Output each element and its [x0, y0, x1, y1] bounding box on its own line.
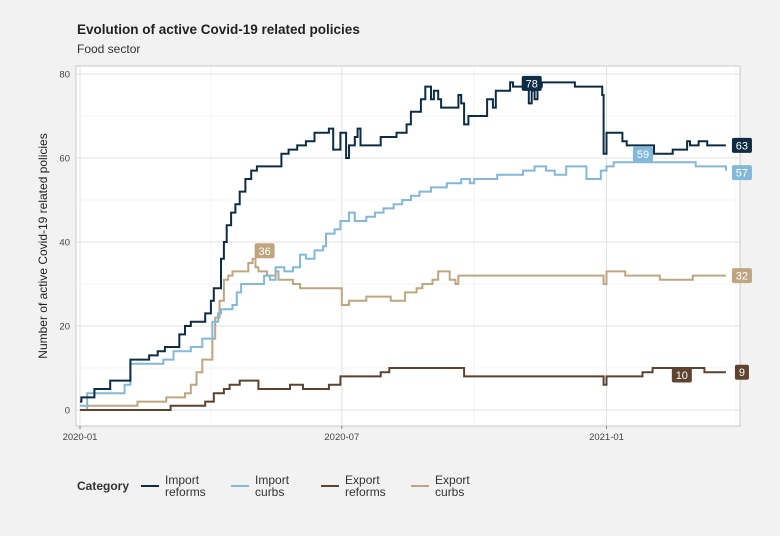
annotation-label-export-reforms: 10 [676, 370, 688, 382]
annotation-label-export-reforms-box [671, 367, 692, 383]
series-line-export-curbs [80, 257, 726, 411]
legend-key-import-curbs [231, 485, 250, 487]
y-tick-label: 0 [65, 406, 70, 417]
legend-label-line1: Import [165, 473, 200, 487]
end-label-export-curbs: 32 [736, 271, 748, 283]
x-tick-label: 2020-01 [63, 432, 98, 443]
legend: Category Import reforms Import curbs Expor… [77, 474, 501, 498]
x-tick-label: 2021-01 [589, 432, 624, 443]
y-tick-label: 20 [59, 322, 70, 333]
legend-label-line1: Import [255, 473, 290, 487]
chart-subtitle: Food sector [77, 42, 141, 56]
series-line-export-reforms [80, 367, 726, 411]
end-label-import-reforms: 63 [736, 140, 748, 152]
legend-key-export-reforms [321, 485, 340, 487]
annotation-label-import-curbs: 59 [637, 149, 649, 161]
y-axis-label: Number of active Covid-19 related polici… [36, 133, 50, 358]
legend-item-import-curbs: Import curbs [231, 474, 307, 498]
end-label-import-reforms-box [731, 137, 752, 153]
end-label-import-curbs-box [731, 165, 752, 181]
end-label-export-curbs-box [731, 268, 752, 284]
legend-label-line2: curbs [435, 485, 465, 499]
annotation-label-export-curbs: 36 [259, 246, 271, 258]
legend-key-export-curbs [411, 485, 430, 487]
legend-title: Category [77, 479, 130, 493]
annotation-label-import-curbs-box [632, 146, 653, 162]
annotation-label-export-curbs-box [254, 243, 275, 259]
legend-label-line2: reforms [345, 485, 386, 499]
end-label-export-reforms-box [734, 364, 749, 380]
legend-item-import-reforms: Import reforms [141, 474, 217, 498]
end-label-import-curbs: 57 [736, 168, 748, 180]
legend-key-import-reforms [141, 485, 160, 487]
legend-label-line1: Export [435, 473, 470, 487]
y-tick-label: 80 [59, 70, 70, 81]
end-label-export-reforms: 9 [739, 367, 745, 379]
annotation-label-peak: 78 [526, 78, 538, 90]
x-tick-label: 2020-07 [324, 432, 359, 443]
series-line-import-curbs [80, 161, 727, 407]
legend-item-export-reforms: Export reforms [321, 474, 397, 498]
legend-item-export-curbs: Export curbs [411, 474, 487, 498]
chart-title: Evolution of active Covid-19 related pol… [77, 22, 360, 37]
legend-label-line2: reforms [165, 485, 206, 499]
series-line-import-reforms [80, 81, 726, 403]
annotation-label-peak-box [521, 75, 542, 91]
y-tick-label: 40 [59, 238, 70, 249]
legend-label-line1: Export [345, 473, 380, 487]
plot-panel [75, 65, 741, 427]
y-tick-label: 60 [59, 154, 70, 165]
legend-label-line2: curbs [255, 485, 285, 499]
